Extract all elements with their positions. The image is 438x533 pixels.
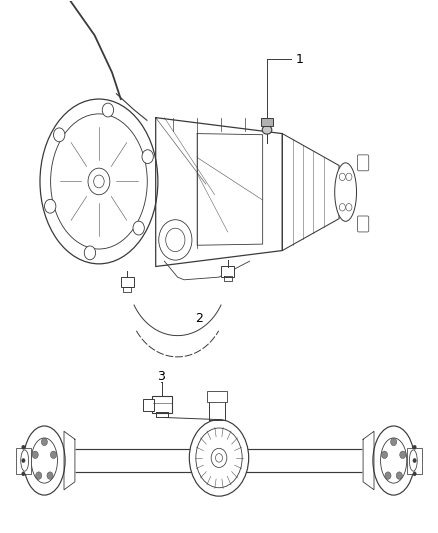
Text: 3: 3 — [157, 369, 165, 383]
Circle shape — [102, 103, 113, 117]
Circle shape — [21, 458, 25, 463]
Ellipse shape — [24, 426, 65, 495]
Circle shape — [45, 199, 56, 213]
Ellipse shape — [40, 99, 158, 264]
Circle shape — [339, 173, 346, 181]
FancyBboxPatch shape — [261, 118, 273, 126]
Circle shape — [47, 472, 53, 479]
Polygon shape — [363, 431, 374, 490]
Text: 1: 1 — [295, 53, 303, 66]
FancyBboxPatch shape — [221, 266, 234, 277]
Polygon shape — [64, 431, 75, 490]
Circle shape — [142, 150, 153, 164]
Circle shape — [21, 445, 25, 449]
FancyBboxPatch shape — [357, 216, 369, 232]
Circle shape — [381, 451, 388, 458]
FancyBboxPatch shape — [357, 155, 369, 171]
Circle shape — [41, 438, 47, 446]
FancyBboxPatch shape — [16, 448, 31, 473]
Circle shape — [339, 204, 346, 211]
Circle shape — [346, 173, 352, 181]
Circle shape — [32, 451, 38, 458]
Circle shape — [413, 445, 417, 449]
Circle shape — [396, 472, 403, 479]
Polygon shape — [155, 118, 283, 266]
Circle shape — [413, 458, 417, 463]
Circle shape — [400, 451, 406, 458]
Circle shape — [346, 204, 352, 211]
Circle shape — [53, 128, 65, 142]
Circle shape — [35, 472, 42, 479]
Ellipse shape — [21, 450, 28, 471]
Circle shape — [133, 221, 145, 235]
Ellipse shape — [373, 426, 414, 495]
Circle shape — [413, 472, 417, 476]
Circle shape — [21, 472, 25, 476]
Polygon shape — [283, 134, 339, 251]
FancyBboxPatch shape — [144, 399, 154, 410]
Text: 2: 2 — [195, 312, 203, 326]
Circle shape — [84, 246, 95, 260]
Polygon shape — [71, 449, 367, 472]
Ellipse shape — [189, 419, 249, 496]
Circle shape — [385, 472, 391, 479]
FancyBboxPatch shape — [152, 395, 172, 413]
Circle shape — [50, 451, 57, 458]
FancyBboxPatch shape — [207, 391, 227, 401]
Ellipse shape — [262, 126, 272, 134]
FancyBboxPatch shape — [121, 277, 134, 287]
Ellipse shape — [410, 450, 417, 471]
Ellipse shape — [335, 163, 357, 221]
Circle shape — [391, 438, 397, 446]
FancyBboxPatch shape — [407, 448, 422, 473]
